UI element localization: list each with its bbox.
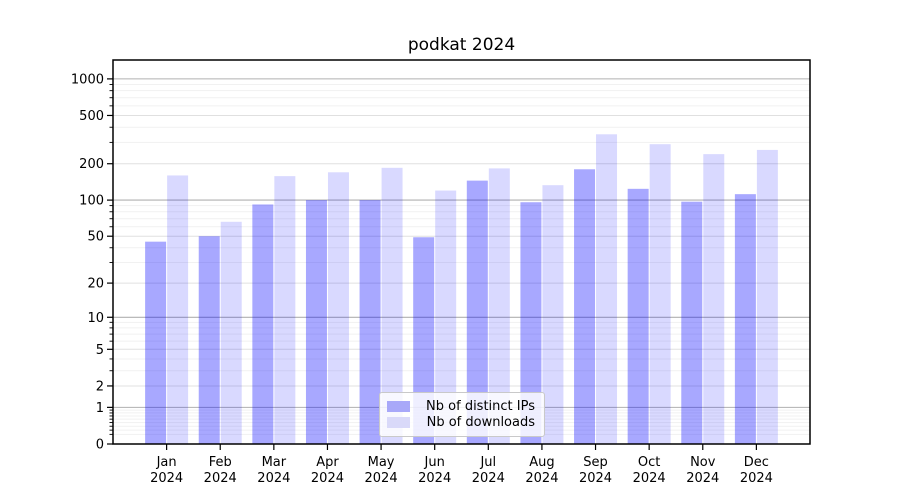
legend-label-distinct-ips: Nb of distinct IPs — [426, 399, 535, 414]
bar-distinct-ips-oct — [627, 188, 649, 444]
x-tick-label-year: 2024 — [525, 471, 558, 486]
x-tick-label-year: 2024 — [579, 471, 612, 486]
bar-downloads-jun — [435, 190, 457, 444]
bar-downloads-jul — [488, 168, 510, 444]
y-tick-label: 1000 — [71, 72, 104, 87]
bar-distinct-ips-sep — [574, 169, 596, 445]
x-tick-label-month: May — [368, 455, 395, 470]
bar-downloads-oct — [649, 144, 671, 444]
x-tick-label-month: Dec — [744, 455, 769, 470]
y-tick-label: 5 — [96, 343, 104, 358]
legend-label-downloads: Nb of downloads — [426, 415, 535, 430]
x-tick-label-month: Feb — [209, 455, 232, 470]
x-tick-label-year: 2024 — [311, 471, 344, 486]
y-tick-label: 20 — [87, 277, 104, 292]
x-tick-label-month: Mar — [262, 455, 287, 470]
x-tick-label-year: 2024 — [633, 471, 666, 486]
y-tick-label: 100 — [79, 194, 104, 209]
x-tick-label-year: 2024 — [418, 471, 451, 486]
bar-downloads-mar — [274, 176, 296, 444]
x-tick-label-year: 2024 — [204, 471, 237, 486]
bar-distinct-ips-jan — [145, 241, 167, 444]
bar-distinct-ips-aug — [520, 202, 542, 444]
x-tick-label-month: Jan — [156, 455, 177, 470]
x-tick-label-month: Aug — [529, 455, 554, 470]
legend: Nb of distinct IPs Nb of downloads — [379, 392, 545, 437]
x-tick-label-month: Nov — [690, 455, 716, 470]
y-tick-label: 50 — [87, 230, 104, 245]
bar-downloads-may — [381, 167, 403, 444]
y-tick-label: 1 — [96, 401, 104, 416]
chart-title: podkat 2024 — [407, 35, 516, 55]
bar-distinct-ips-may — [359, 200, 381, 444]
y-tick-label: 10 — [87, 311, 104, 326]
bar-downloads-feb — [220, 221, 242, 444]
plot-border — [112, 59, 811, 445]
bar-downloads-aug — [542, 185, 564, 444]
y-tick-label: 200 — [79, 157, 104, 172]
bar-distinct-ips-feb — [198, 236, 220, 444]
x-tick-label-month: Jul — [479, 455, 496, 470]
x-tick-label-year: 2024 — [686, 471, 719, 486]
bar-downloads-sep — [596, 134, 618, 444]
bar-downloads-jan — [167, 175, 189, 445]
legend-row-downloads: Nb of downloads — [386, 415, 535, 430]
x-tick-label-month: Sep — [583, 455, 608, 470]
x-tick-label-year: 2024 — [257, 471, 290, 486]
bar-distinct-ips-mar — [252, 204, 274, 444]
bar-distinct-ips-apr — [305, 200, 327, 444]
x-tick-label-month: Jun — [424, 455, 445, 470]
legend-swatch-downloads-icon — [387, 417, 410, 428]
legend-row-distinct-ips: Nb of distinct IPs — [386, 399, 535, 414]
x-tick-label-year: 2024 — [472, 471, 505, 486]
y-tick-label: 500 — [79, 109, 104, 124]
bar-distinct-ips-nov — [681, 201, 703, 444]
bar-downloads-dec — [756, 149, 778, 444]
x-tick-label-month: Oct — [638, 455, 660, 470]
y-tick-label: 0 — [96, 438, 104, 453]
legend-swatch-distinct-ips-icon — [387, 401, 410, 412]
x-tick-label-year: 2024 — [150, 471, 183, 486]
bar-distinct-ips-dec — [734, 194, 756, 444]
bar-downloads-nov — [703, 154, 725, 444]
bar-downloads-apr — [327, 172, 349, 445]
x-tick-label-year: 2024 — [740, 471, 773, 486]
bar-distinct-ips-jul — [466, 180, 488, 444]
x-tick-label-year: 2024 — [365, 471, 398, 486]
y-tick-label: 2 — [96, 379, 104, 394]
x-tick-label-month: Apr — [316, 455, 339, 470]
